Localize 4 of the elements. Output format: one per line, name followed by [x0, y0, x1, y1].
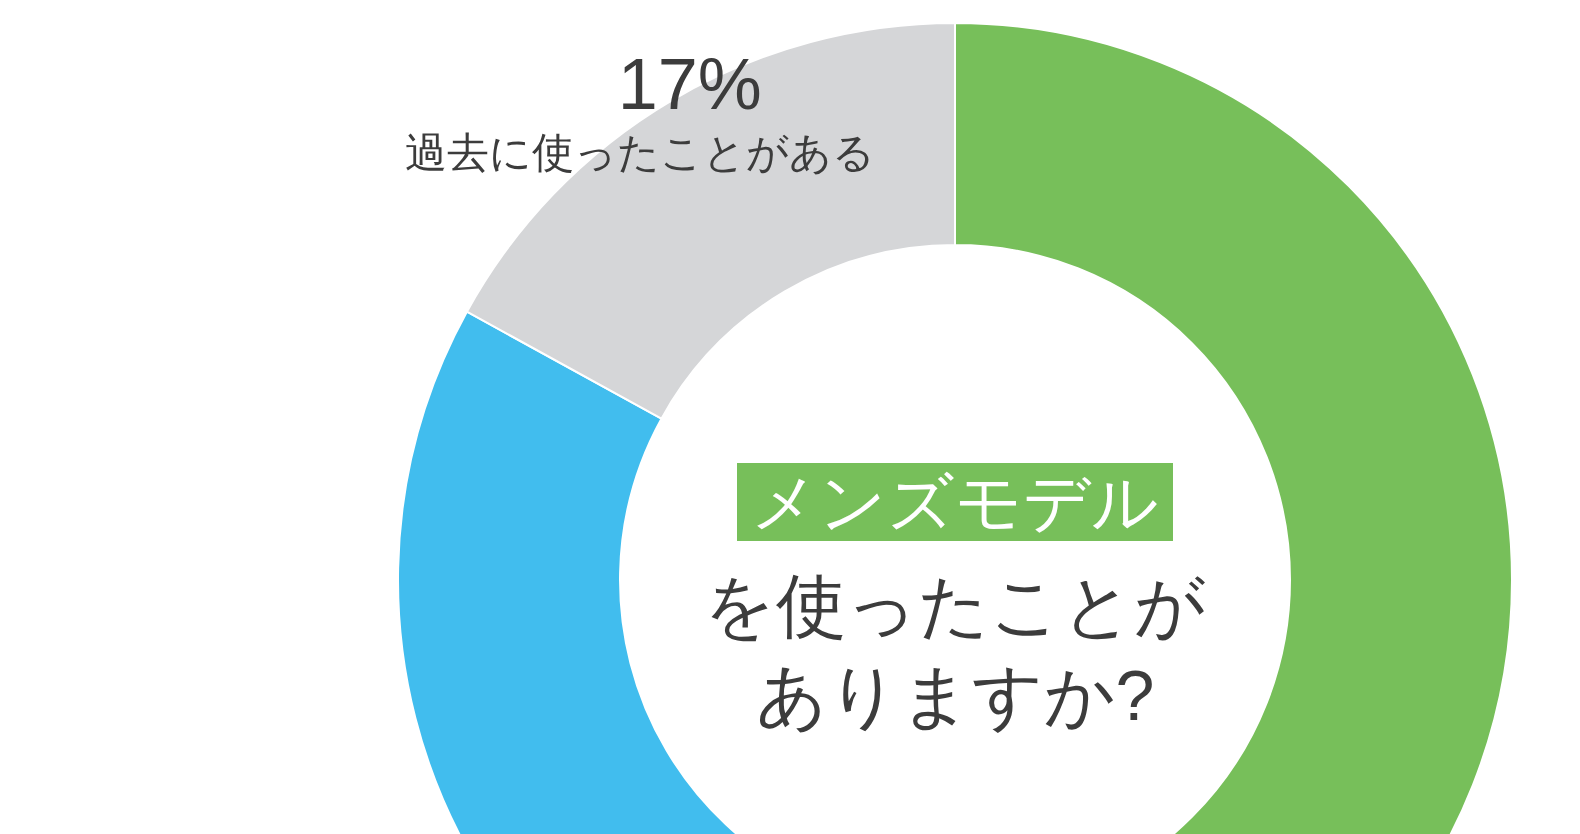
text: を使ったことがありますか?: [704, 567, 1206, 735]
text: メンズモデル: [751, 465, 1159, 539]
slice-label: 過去に使ったことがある: [404, 128, 875, 176]
data-label: 17%: [617, 43, 762, 124]
